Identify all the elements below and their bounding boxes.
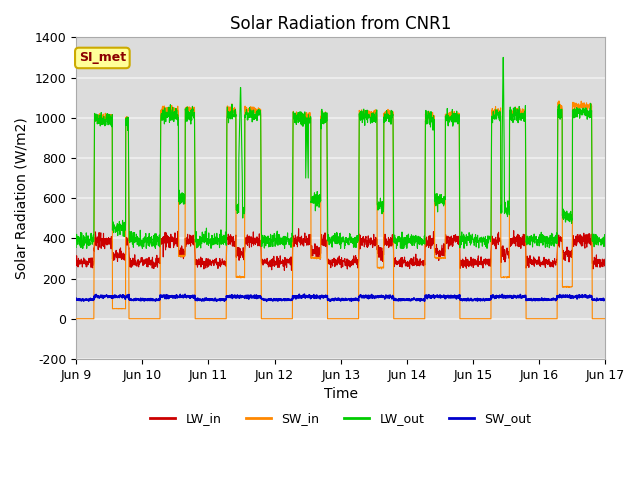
SW_out	[373, 294, 381, 300]
LW_out	[239, 205, 247, 211]
LW_in	[595, 260, 602, 265]
Line: SW_in: SW_in	[76, 101, 605, 319]
SW_out	[602, 297, 609, 302]
Y-axis label: Solar Radiation (W/m2): Solar Radiation (W/m2)	[15, 117, 29, 279]
SW_out	[263, 299, 271, 304]
LW_in	[239, 245, 247, 251]
LW_in	[602, 264, 609, 270]
LW_in	[531, 261, 538, 267]
LW_in	[280, 267, 288, 273]
LW_out	[595, 242, 602, 248]
SW_out	[301, 291, 308, 297]
SW_in	[555, 98, 563, 104]
Legend: LW_in, SW_in, LW_out, SW_out: LW_in, SW_in, LW_out, SW_out	[145, 407, 536, 430]
LW_in	[72, 257, 80, 263]
LW_out	[125, 238, 133, 244]
SW_out	[500, 293, 508, 299]
Text: SI_met: SI_met	[79, 51, 126, 64]
LW_in	[125, 250, 133, 255]
LW_in	[500, 253, 508, 259]
Line: LW_out: LW_out	[76, 58, 605, 248]
SW_out	[125, 292, 133, 298]
Line: LW_in: LW_in	[76, 229, 605, 270]
LW_out	[72, 245, 80, 251]
LW_out	[531, 231, 538, 237]
LW_in	[295, 226, 303, 232]
LW_in	[373, 236, 381, 242]
SW_in	[530, 316, 538, 322]
SW_out	[239, 294, 247, 300]
LW_out	[372, 113, 380, 119]
SW_out	[531, 297, 538, 302]
SW_out	[72, 295, 80, 301]
SW_in	[239, 275, 247, 280]
LW_out	[500, 155, 508, 161]
X-axis label: Time: Time	[324, 387, 358, 401]
SW_in	[372, 108, 380, 113]
SW_in	[125, 316, 133, 322]
LW_out	[79, 245, 86, 251]
LW_out	[602, 240, 609, 246]
SW_in	[594, 316, 602, 322]
SW_in	[72, 316, 80, 322]
SW_out	[595, 297, 602, 302]
SW_in	[602, 316, 609, 322]
SW_in	[500, 274, 508, 280]
LW_out	[499, 55, 507, 60]
Title: Solar Radiation from CNR1: Solar Radiation from CNR1	[230, 15, 451, 33]
Line: SW_out: SW_out	[76, 294, 605, 301]
